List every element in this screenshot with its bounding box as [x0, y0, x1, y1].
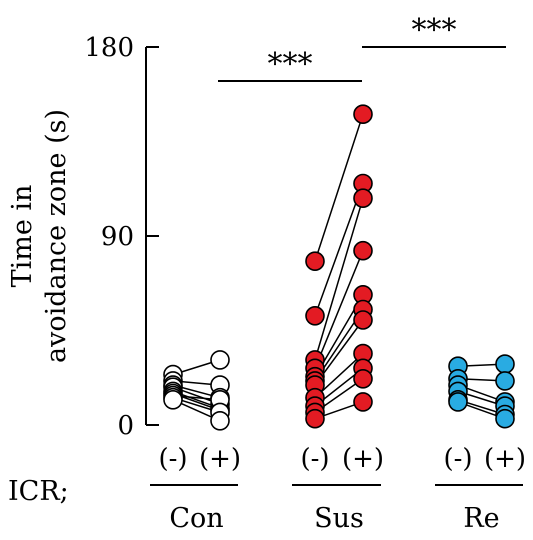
pair-line — [314, 113, 364, 262]
condition-label: (-) — [300, 444, 329, 474]
point-sus-plus — [353, 392, 373, 412]
condition-label: (-) — [443, 444, 472, 474]
y-tick-label: 180 — [84, 33, 134, 63]
point-re-plus — [495, 354, 515, 374]
x-axis-labels: (-) (+) Con (-) (+) Sus (-) (+) Re ICR; — [8, 444, 526, 534]
point-sus-plus — [353, 104, 373, 124]
y-label-line-2: avoidance zone (s) — [41, 109, 72, 363]
point-re-plus — [495, 371, 515, 391]
point-con-plus — [210, 410, 230, 431]
point-con-minus — [163, 389, 183, 410]
significance-label: *** — [412, 13, 457, 48]
point-con-plus — [210, 350, 230, 370]
condition-label: (+) — [342, 444, 384, 474]
condition-label: (+) — [199, 444, 241, 474]
y-label-line-1: Time in — [7, 185, 38, 288]
y-tick-label: 0 — [117, 411, 134, 441]
group-label: Sus — [314, 503, 364, 534]
data-points — [163, 104, 515, 431]
y-axis: 0 90 180 — [84, 33, 159, 441]
point-sus-plus — [353, 368, 373, 389]
point-sus-plus — [353, 310, 373, 330]
significance-bars: *** *** — [218, 13, 506, 82]
point-sus-plus — [353, 188, 373, 208]
condition-label: (+) — [484, 444, 526, 474]
pair-line — [314, 197, 364, 361]
condition-label: (-) — [158, 444, 187, 474]
point-sus-minus — [305, 251, 325, 272]
pair-line — [314, 183, 364, 317]
group-label: Re — [463, 503, 499, 534]
point-sus-minus — [305, 408, 325, 429]
row-label: ICR; — [8, 476, 69, 507]
point-re-plus — [495, 408, 515, 429]
point-sus-plus — [353, 240, 373, 261]
group-label: Con — [169, 503, 223, 534]
pair-line — [314, 250, 364, 369]
y-tick-label: 90 — [101, 222, 134, 252]
point-re-minus — [448, 392, 468, 412]
y-axis-label: Time in avoidance zone (s) — [7, 109, 72, 363]
significance-label: *** — [268, 47, 313, 82]
point-sus-minus — [305, 305, 325, 326]
